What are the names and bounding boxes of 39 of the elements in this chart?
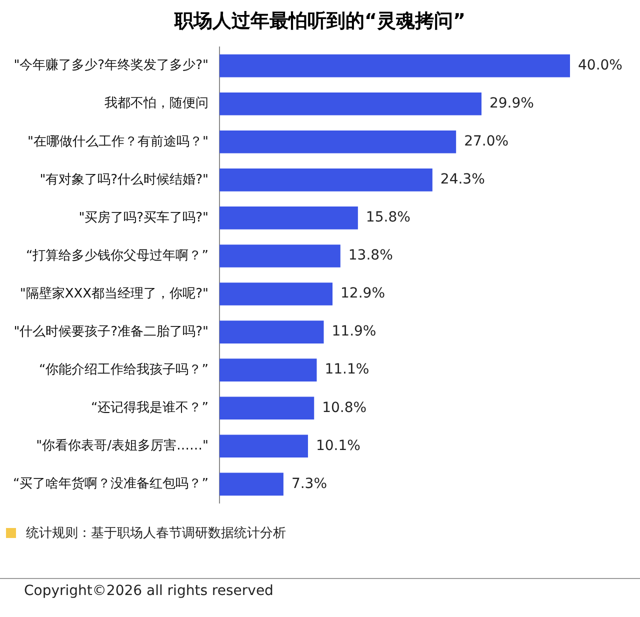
bar: [219, 168, 432, 192]
bar: [219, 92, 482, 116]
data-label: 27.0%: [464, 134, 509, 150]
data-label: 7.3%: [291, 476, 328, 492]
bar: [219, 130, 456, 154]
data-label: 13.8%: [348, 248, 393, 264]
y-tick-label: "隔壁家XXX都当经理了，你呢?": [20, 285, 208, 302]
bar: [219, 434, 308, 458]
data-label: 40.0%: [578, 57, 622, 74]
data-label: 15.8%: [366, 210, 410, 226]
y-tick-label: "今年赚了多少?年终奖发了多少?": [14, 58, 208, 74]
bar: [219, 358, 317, 382]
y-tick-label: “你能介绍工作给我孩子吗？”: [38, 362, 208, 378]
y-tick-label: "什么时候要孩子?准备二胎了吗?": [14, 324, 208, 340]
bar: [219, 320, 324, 344]
y-tick-label: "在哪做什么工作？有前途吗？": [28, 134, 208, 150]
y-tick-label: "你看你表哥/表姐多厉害……": [36, 438, 208, 454]
data-label: 11.1%: [324, 362, 370, 378]
data-label: 10.8%: [322, 400, 367, 416]
data-label: 12.9%: [340, 286, 385, 302]
text: 统计规则：基于职场人春节调研数据统计分析: [26, 525, 286, 542]
chart-title: 职场人过年最怕听到的“灵魂拷问”: [173, 9, 466, 34]
data-label: 10.1%: [316, 438, 360, 454]
data-label: 24.3%: [440, 172, 485, 188]
data-label: 29.9%: [489, 95, 534, 112]
y-tick-label: “还记得我是谁不？”: [90, 400, 208, 416]
y-tick-label: 我都不怕，随便问: [104, 96, 208, 112]
y-tick-label: “买了啥年货啊？没准备红包吗？”: [12, 476, 208, 492]
y-tick-label: "有对象了吗?什么时候结婚?": [40, 172, 208, 188]
text: Copyright©2026 all rights reserved: [24, 583, 274, 599]
bar: [219, 244, 340, 268]
data-label: 11.9%: [332, 324, 376, 340]
bar: [219, 54, 570, 78]
bar: [219, 206, 358, 230]
y-tick-label: “打算给多少钱你父母过年啊？”: [26, 248, 208, 264]
bar: [219, 472, 284, 496]
bar: [219, 396, 314, 420]
bar: [219, 282, 333, 306]
y-tick-label: "买房了吗?买车了吗?": [78, 209, 208, 226]
